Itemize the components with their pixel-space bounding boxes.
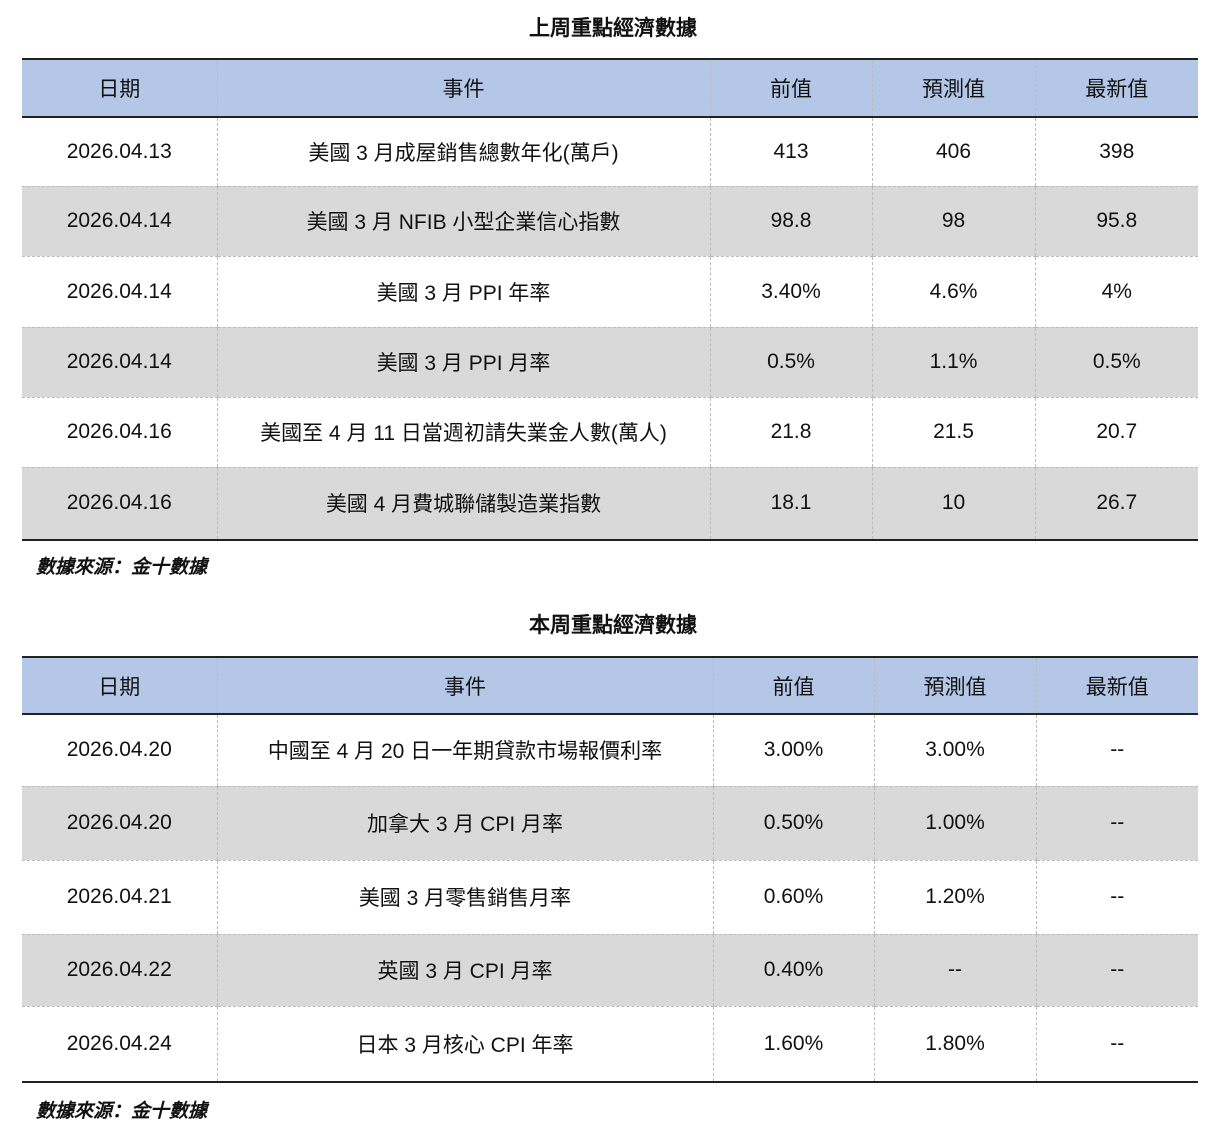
table-cell: 1.00% [873, 786, 1036, 861]
header-cell: 前值 [709, 58, 872, 118]
table-cell: -- [1035, 786, 1198, 861]
source-note: 數據來源：金十數據 [36, 557, 208, 578]
table-cell: 2026.04.13 [22, 117, 217, 187]
table-row: 2026.04.24 日本 3 月核心 CPI 年率 1.60% 1.80% -- [22, 1006, 1198, 1083]
table-cell: 95.8 [1034, 186, 1198, 257]
header-cell: 事件 [216, 656, 713, 715]
table-cell: 21.5 [871, 397, 1035, 468]
header-cell: 最新值 [1034, 58, 1198, 118]
table-row: 2026.04.22 英國 3 月 CPI 月率 0.40% -- -- [22, 934, 1198, 1007]
table-cell: 2026.04.16 [22, 397, 217, 468]
header-cell: 日期 [22, 656, 217, 715]
source-note: 數據來源：金十數據 [36, 1101, 208, 1122]
table-cell: 18.1 [709, 467, 872, 541]
table-cell: 398 [1034, 117, 1198, 187]
table-cell: 英國 3 月 CPI 月率 [216, 934, 713, 1007]
table-row: 2026.04.14 美國 3 月 NFIB 小型企業信心指數 98.8 98 95.8 [22, 186, 1198, 257]
table-cell: -- [1035, 934, 1198, 1007]
table-title: 上周重點經濟數據 [529, 17, 697, 40]
table-cell: -- [1035, 1006, 1198, 1083]
table-cell: 3.40% [709, 256, 872, 328]
table-cell: 中國至 4 月 20 日一年期貸款市場報價利率 [216, 714, 713, 787]
table-cell: 1.20% [873, 860, 1036, 935]
table-cell: -- [1035, 860, 1198, 935]
table-cell: 3.00% [873, 714, 1036, 787]
table-row: 2026.04.16 美國至 4 月 11 日當週初請失業金人數(萬人) 21.8 2… [22, 397, 1198, 468]
table-cell: 美國 3 月 NFIB 小型企業信心指數 [216, 186, 710, 257]
table-cell: 0.40% [712, 934, 874, 1007]
header-cell: 日期 [22, 58, 217, 118]
table-row: 2026.04.14 美國 3 月 PPI 年率 3.40% 4.6% 4% [22, 256, 1198, 328]
table-cell: 2026.04.14 [22, 327, 217, 398]
table-cell: 美國 3 月 PPI 月率 [216, 327, 710, 398]
table-cell: 0.50% [712, 786, 874, 861]
header-row: 日期 事件 前值 預測值 最新值 [22, 58, 1198, 118]
table-cell: 26.7 [1034, 467, 1198, 541]
header-cell: 預測值 [871, 58, 1035, 118]
table-cell: 4.6% [871, 256, 1035, 328]
table-cell: 10 [871, 467, 1035, 541]
table-cell: 98.8 [709, 186, 872, 257]
table-cell: 4% [1034, 256, 1198, 328]
table-cell: 20.7 [1034, 397, 1198, 468]
table-cell: -- [873, 934, 1036, 1007]
table-cell: 1.60% [712, 1006, 874, 1083]
table-cell: 日本 3 月核心 CPI 年率 [216, 1006, 713, 1083]
table-cell: 1.80% [873, 1006, 1036, 1083]
table-cell: 0.5% [709, 327, 872, 398]
table-cell: 2026.04.14 [22, 256, 217, 328]
table-cell: 1.1% [871, 327, 1035, 398]
table-cell: 98 [871, 186, 1035, 257]
table-cell: 2026.04.14 [22, 186, 217, 257]
table-title: 本周重點經濟數據 [529, 614, 697, 637]
header-cell: 最新值 [1035, 656, 1198, 715]
table-row: 2026.04.16 美國 4 月費城聯儲製造業指數 18.1 10 26.7 [22, 467, 1198, 541]
header-row: 日期 事件 前值 預測值 最新值 [22, 656, 1198, 715]
table-row: 2026.04.20 加拿大 3 月 CPI 月率 0.50% 1.00% -- [22, 786, 1198, 861]
table-cell: 加拿大 3 月 CPI 月率 [216, 786, 713, 861]
table-cell: 美國 3 月 PPI 年率 [216, 256, 710, 328]
table-row: 2026.04.21 美國 3 月零售銷售月率 0.60% 1.20% -- [22, 860, 1198, 935]
table-row: 2026.04.20 中國至 4 月 20 日一年期貸款市場報價利率 3.00% 3.… [22, 714, 1198, 787]
table-cell: 0.5% [1034, 327, 1198, 398]
header-cell: 事件 [216, 58, 710, 118]
table-cell: 2026.04.20 [22, 786, 217, 861]
table-cell: 413 [709, 117, 872, 187]
data-table: 日期 事件 前值 預測值 最新值 2026.04.13 美國 3 月成屋銷售總數年化(萬戶)… [22, 58, 1198, 541]
table-cell: 21.8 [709, 397, 872, 468]
table-cell: 美國至 4 月 11 日當週初請失業金人數(萬人) [216, 397, 710, 468]
table-cell: 美國 3 月成屋銷售總數年化(萬戶) [216, 117, 710, 187]
table-row: 2026.04.13 美國 3 月成屋銷售總數年化(萬戶) 413 406 398 [22, 117, 1198, 187]
table-cell: 美國 4 月費城聯儲製造業指數 [216, 467, 710, 541]
header-cell: 前值 [712, 656, 874, 715]
table-row: 2026.04.14 美國 3 月 PPI 月率 0.5% 1.1% 0.5% [22, 327, 1198, 398]
table-cell: -- [1035, 714, 1198, 787]
data-table: 日期 事件 前值 預測值 最新值 2026.04.20 中國至 4 月 20 日一年期貸款市… [22, 656, 1198, 1083]
table-cell: 2026.04.22 [22, 934, 217, 1007]
table-cell: 406 [871, 117, 1035, 187]
header-cell: 預測值 [873, 656, 1036, 715]
table-cell: 2026.04.20 [22, 714, 217, 787]
table-cell: 2026.04.16 [22, 467, 217, 541]
table-cell: 3.00% [712, 714, 874, 787]
table-cell: 2026.04.24 [22, 1006, 217, 1083]
table-cell: 美國 3 月零售銷售月率 [216, 860, 713, 935]
table-cell: 2026.04.21 [22, 860, 217, 935]
table-cell: 0.60% [712, 860, 874, 935]
